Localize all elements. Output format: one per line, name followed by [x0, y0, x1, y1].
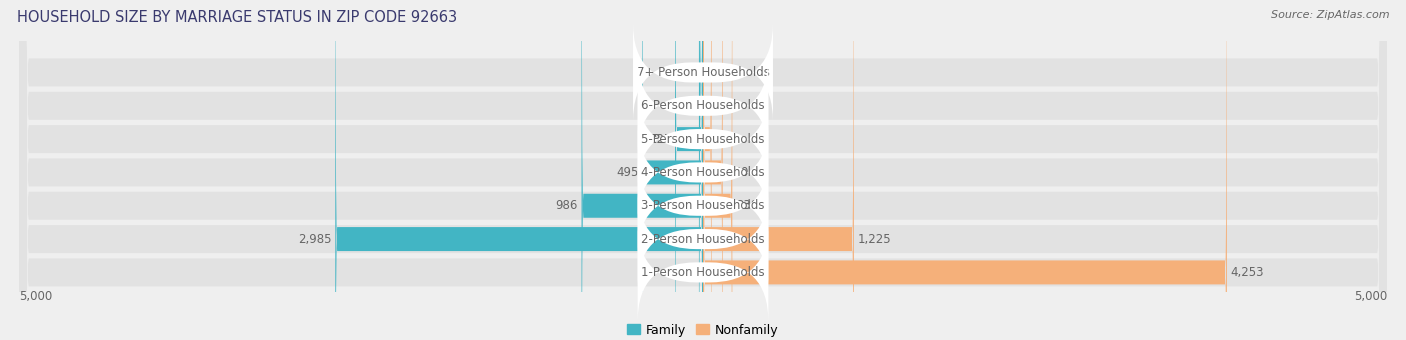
Text: 495: 495: [616, 166, 638, 179]
Text: HOUSEHOLD SIZE BY MARRIAGE STATUS IN ZIP CODE 92663: HOUSEHOLD SIZE BY MARRIAGE STATUS IN ZIP…: [17, 10, 457, 25]
Text: 160: 160: [727, 166, 749, 179]
FancyBboxPatch shape: [20, 0, 1386, 340]
Text: 227: 227: [648, 133, 671, 146]
Text: Source: ZipAtlas.com: Source: ZipAtlas.com: [1271, 10, 1389, 20]
Text: 2,985: 2,985: [298, 233, 332, 245]
Legend: Family, Nonfamily: Family, Nonfamily: [623, 319, 783, 340]
Text: 6-Person Households: 6-Person Households: [641, 99, 765, 112]
Text: 30: 30: [681, 66, 696, 79]
Text: 5,000: 5,000: [20, 290, 52, 303]
FancyBboxPatch shape: [20, 0, 1386, 340]
Text: 1-Person Households: 1-Person Households: [641, 266, 765, 279]
FancyBboxPatch shape: [20, 0, 1386, 340]
FancyBboxPatch shape: [703, 0, 733, 340]
FancyBboxPatch shape: [335, 0, 703, 340]
Text: 33: 33: [681, 99, 695, 112]
FancyBboxPatch shape: [643, 0, 703, 340]
FancyBboxPatch shape: [699, 0, 703, 340]
FancyBboxPatch shape: [20, 0, 1386, 340]
FancyBboxPatch shape: [20, 0, 1386, 340]
FancyBboxPatch shape: [582, 0, 703, 340]
FancyBboxPatch shape: [20, 0, 1386, 340]
Text: 7+ Person Households: 7+ Person Households: [637, 66, 769, 79]
Text: 4,253: 4,253: [1230, 266, 1264, 279]
Text: 2-Person Households: 2-Person Households: [641, 233, 765, 245]
FancyBboxPatch shape: [703, 0, 853, 340]
FancyBboxPatch shape: [703, 0, 1227, 340]
Text: 5,000: 5,000: [1354, 290, 1386, 303]
Text: 5-Person Households: 5-Person Households: [641, 133, 765, 146]
Text: 4-Person Households: 4-Person Households: [641, 166, 765, 179]
Text: 70: 70: [716, 133, 730, 146]
FancyBboxPatch shape: [699, 0, 703, 340]
FancyBboxPatch shape: [703, 0, 711, 340]
FancyBboxPatch shape: [20, 0, 1386, 340]
Text: 238: 238: [735, 199, 758, 212]
Text: 1,225: 1,225: [858, 233, 891, 245]
Text: 986: 986: [555, 199, 578, 212]
FancyBboxPatch shape: [675, 0, 703, 340]
Text: 3-Person Households: 3-Person Households: [641, 199, 765, 212]
FancyBboxPatch shape: [703, 0, 723, 340]
